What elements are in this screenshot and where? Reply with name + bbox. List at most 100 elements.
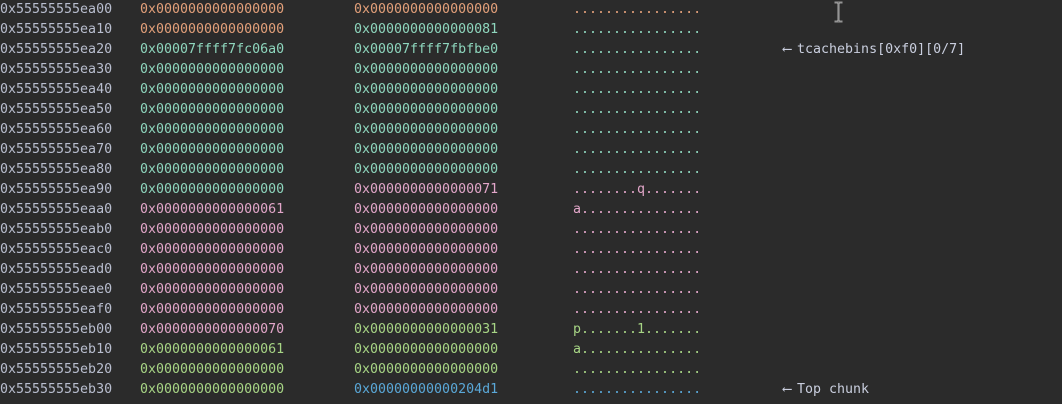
row-address: 0x55555555ea60 (0, 122, 113, 137)
row-ascii: a............... (573, 202, 702, 217)
hexdump-row: 0x55555555eab0 0x0000000000000000 0x000000… (0, 220, 1062, 240)
row-ascii: ................ (573, 102, 702, 117)
row-word-0: 0x0000000000000061 (140, 342, 285, 357)
row-ascii: ................ (573, 2, 702, 17)
row-word-0: 0x00007ffff7fc06a0 (140, 42, 285, 57)
row-word-0: 0x0000000000000000 (140, 82, 285, 97)
row-address: 0x55555555ea50 (0, 102, 113, 117)
hexdump-row: 0x55555555ea30 0x0000000000000000 0x000000… (0, 60, 1062, 80)
row-address: 0x55555555ea10 (0, 22, 113, 37)
row-word-1: 0x0000000000000031 (354, 322, 499, 337)
row-word-0: 0x0000000000000000 (140, 2, 285, 17)
hexdump-row: 0x55555555ea90 0x0000000000000000 0x000000… (0, 180, 1062, 200)
hexdump-row: 0x55555555ea10 0x0000000000000000 0x000000… (0, 20, 1062, 40)
row-word-0: 0x0000000000000000 (140, 382, 285, 397)
row-address: 0x55555555eaa0 (0, 202, 113, 217)
row-address: 0x55555555eaf0 (0, 302, 113, 317)
row-word-1: 0x0000000000000000 (354, 302, 499, 317)
row-ascii: ................ (573, 62, 702, 77)
row-word-1: 0x0000000000000000 (354, 242, 499, 257)
row-word-0: 0x0000000000000000 (140, 362, 285, 377)
row-ascii: ................ (573, 82, 702, 97)
annotation-arrow-icon: ⟵ (783, 382, 792, 397)
row-address: 0x55555555eab0 (0, 222, 113, 237)
row-word-1: 0x0000000000000000 (354, 142, 499, 157)
row-ascii: ................ (573, 42, 702, 57)
row-address: 0x55555555eac0 (0, 242, 113, 257)
row-word-0: 0x0000000000000061 (140, 202, 285, 217)
hexdump-row: 0x55555555ea40 0x0000000000000000 0x000000… (0, 80, 1062, 100)
row-address: 0x55555555ea30 (0, 62, 113, 77)
hexdump-row: 0x55555555eb30 0x0000000000000000 0x000000… (0, 380, 1062, 400)
row-ascii: ................ (573, 262, 702, 277)
row-ascii: a............... (573, 342, 702, 357)
hexdump-row: 0x55555555eac0 0x0000000000000000 0x000000… (0, 240, 1062, 260)
row-word-1: 0x0000000000000000 (354, 362, 499, 377)
row-word-1: 0x0000000000000000 (354, 162, 499, 177)
row-word-0: 0x0000000000000000 (140, 262, 285, 277)
hexdump-clipped-row-content: 0x55555555eb400x0000000000000000 (0, 400, 402, 404)
hexdump-row: 0x55555555ea80 0x0000000000000000 0x000000… (0, 160, 1062, 180)
row-address: 0x55555555ea90 (0, 182, 113, 197)
hexdump-row: 0x55555555ea70 0x0000000000000000 0x000000… (0, 140, 1062, 160)
hexdump-row: 0x55555555eaa0 0x0000000000000061 0x000000… (0, 200, 1062, 220)
row-word-1: 0x0000000000000000 (354, 102, 499, 117)
row-annotation: Top chunk (797, 382, 870, 397)
hexdump-row: 0x55555555eaf0 0x0000000000000000 0x000000… (0, 300, 1062, 320)
row-word-0: 0x0000000000000000 (140, 142, 285, 157)
hexdump-row: 0x55555555ea00 0x0000000000000000 0x000000… (0, 0, 1062, 20)
hexdump-row: 0x55555555eae0 0x0000000000000000 0x000000… (0, 280, 1062, 300)
row-address: 0x55555555ea80 (0, 162, 113, 177)
hexdump-row: 0x55555555eb20 0x0000000000000000 0x000000… (0, 360, 1062, 380)
row-word-1: 0x0000000000000071 (354, 182, 499, 197)
row-word-1: 0x0000000000000081 (354, 22, 499, 37)
hexdump-row: 0x55555555ead0 0x0000000000000000 0x000000… (0, 260, 1062, 280)
row-word-1: 0x0000000000000000 (354, 122, 499, 137)
row-ascii: ................ (573, 382, 702, 397)
row-ascii: ........q....... (573, 182, 702, 197)
row-ascii: ................ (573, 162, 702, 177)
row-word-0: 0x0000000000000000 (140, 102, 285, 117)
row-ascii: ................ (573, 142, 702, 157)
row-address: 0x55555555eb00 (0, 322, 113, 337)
row-ascii: p.......1....... (573, 322, 702, 337)
row-word-1: 0x00007ffff7fbfbe0 (354, 42, 499, 57)
row-word-1: 0x0000000000000000 (354, 262, 499, 277)
row-ascii: ................ (573, 222, 702, 237)
row-address: 0x55555555eb10 (0, 342, 113, 357)
row-word-1: 0x0000000000000000 (354, 202, 499, 217)
row-word-1: 0x0000000000000000 (354, 82, 499, 97)
row-address: 0x55555555ea70 (0, 142, 113, 157)
row-word-0: 0x0000000000000000 (140, 162, 285, 177)
row-word-0: 0x0000000000000000 (140, 122, 285, 137)
row-word-0: 0x0000000000000000 (140, 242, 285, 257)
row-word-1: 0x0000000000000000 (354, 342, 499, 357)
row-word-0: 0x0000000000000070 (140, 322, 285, 337)
row-word-1: 0x0000000000000000 (354, 2, 499, 17)
hexdump-row: 0x55555555ea60 0x0000000000000000 0x000000… (0, 120, 1062, 140)
row-word-1: 0x0000000000000000 (354, 222, 499, 237)
row-word-1: 0x0000000000000000 (354, 62, 499, 77)
row-ascii: ................ (573, 242, 702, 257)
row-annotation: tcachebins[0xf0][0/7] (797, 42, 966, 57)
annotation-arrow-icon: ⟵ (783, 42, 792, 57)
row-ascii: ................ (573, 22, 702, 37)
hexdump-row: 0x55555555ea20 0x00007ffff7fc06a0 0x00007f… (0, 40, 1062, 60)
row-word-0: 0x0000000000000000 (140, 282, 285, 297)
row-word-1: 0x00000000000204d1 (354, 382, 499, 397)
row-address: 0x55555555ea00 (0, 2, 113, 17)
row-address: 0x55555555eae0 (0, 282, 113, 297)
hexdump-clipped-row: 0x55555555eb400x0000000000000000 (0, 400, 1062, 404)
row-word-0: 0x0000000000000000 (140, 62, 285, 77)
hexdump-row: 0x55555555eb00 0x0000000000000070 0x000000… (0, 320, 1062, 340)
row-address: 0x55555555eb20 (0, 362, 113, 377)
row-word-0: 0x0000000000000000 (140, 222, 285, 237)
row-address: 0x55555555eb30 (0, 382, 113, 397)
hexdump-row: 0x55555555ea50 0x0000000000000000 0x000000… (0, 100, 1062, 120)
row-word-1: 0x0000000000000000 (354, 282, 499, 297)
row-address: 0x55555555ead0 (0, 262, 113, 277)
row-ascii: ................ (573, 302, 702, 317)
row-ascii: ................ (573, 282, 702, 297)
